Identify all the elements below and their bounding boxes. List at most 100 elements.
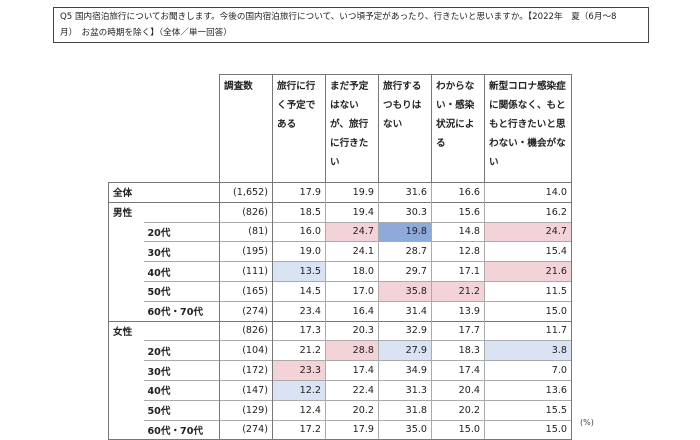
table-row: 20代 (81) 16.0 24.7 19.8 14.8 24.7	[108, 221, 572, 242]
value-cell: 11.7	[484, 320, 572, 341]
value-cell: 31.6	[378, 182, 432, 203]
indent-cell	[108, 241, 144, 262]
value-cell: 24.1	[325, 241, 379, 262]
sample-size-cell: (172)	[219, 360, 273, 381]
value-cell: 18.5	[272, 201, 326, 223]
value-cell: 17.2	[272, 419, 326, 440]
indent-cell	[108, 222, 144, 242]
indent-cell	[108, 261, 144, 282]
row-label: 男性	[108, 201, 220, 223]
value-cell: 20.3	[325, 320, 379, 341]
question-line-2: 月） お盆の時期を除く】（全体／単一回答）	[60, 28, 232, 38]
row-sublabel: 50代	[143, 399, 220, 421]
value-cell: 19.0	[272, 241, 326, 262]
row-sublabel: 30代	[143, 360, 220, 381]
header-col-4: わからない・感染状況による	[431, 74, 485, 183]
value-cell: 24.7	[325, 221, 379, 242]
indent-cell	[108, 420, 144, 440]
sample-size-cell: (147)	[219, 379, 273, 401]
value-cell: 20.2	[325, 399, 379, 421]
row-label: 全体	[108, 182, 220, 203]
value-cell: 14.8	[431, 221, 485, 242]
row-sublabel: 60代・70代	[143, 300, 220, 322]
header-blank	[109, 75, 220, 183]
value-cell: 12.2	[272, 379, 326, 401]
value-cell: 17.9	[325, 419, 379, 440]
value-cell: 31.3	[378, 379, 432, 401]
value-cell: 15.5	[484, 399, 572, 421]
value-cell: 19.4	[325, 201, 379, 223]
value-cell: 31.4	[378, 300, 432, 322]
sample-size-cell: (104)	[219, 340, 273, 361]
table-row: 20代 (104) 21.2 28.8 27.9 18.3 3.8	[108, 340, 572, 361]
value-cell: 22.4	[325, 379, 379, 401]
value-cell: 12.8	[431, 241, 485, 262]
value-cell: 18.0	[325, 261, 379, 282]
value-cell: 17.9	[272, 182, 326, 203]
table-row: 60代・70代 (274) 23.4 16.4 31.4 13.9 15.0	[108, 300, 572, 322]
header-row: 調査数 旅行に行く予定である まだ予定はないが、旅行に行きたい 旅行するつもりは…	[109, 74, 572, 183]
value-cell: 17.4	[431, 360, 485, 381]
indent-cell	[108, 360, 144, 381]
indent-cell	[108, 380, 144, 401]
question-box: Q5 国内宿泊旅行についてお聞きします。今後の国内宿泊旅行について、いつ頃予定が…	[53, 7, 649, 43]
value-cell: 28.8	[325, 340, 379, 361]
table-row: 男性 (826) 18.5 19.4 30.3 15.6 16.2	[108, 201, 572, 223]
value-cell: 18.3	[431, 340, 485, 361]
sample-size-cell: (129)	[219, 399, 273, 421]
value-cell: 17.1	[431, 261, 485, 282]
value-cell: 24.7	[484, 221, 572, 242]
row-sublabel: 50代	[143, 280, 220, 302]
value-cell: 32.9	[378, 320, 432, 341]
indent-cell	[108, 340, 144, 361]
value-cell: 17.4	[325, 360, 379, 381]
value-cell: 21.2	[431, 280, 485, 302]
table-row: 女性 (826) 17.3 20.3 32.9 17.7 11.7	[108, 320, 572, 341]
sample-size-cell: (274)	[219, 419, 273, 440]
value-cell: 16.0	[272, 221, 326, 242]
row-sublabel: 40代	[143, 261, 220, 282]
value-cell: 13.6	[484, 379, 572, 401]
table-row: 40代 (111) 13.5 18.0 29.7 17.1 21.6	[108, 261, 572, 282]
value-cell: 23.3	[272, 360, 326, 381]
table-row: 30代 (195) 19.0 24.1 28.7 12.8 15.4	[108, 241, 572, 262]
row-sublabel: 60代・70代	[143, 419, 220, 440]
header-sample-size: 調査数	[219, 74, 273, 183]
table-row: 30代 (172) 23.3 17.4 34.9 17.4 7.0	[108, 360, 572, 381]
value-cell: 21.6	[484, 261, 572, 282]
table-row: 60代・70代 (274) 17.2 17.9 35.0 15.0 15.0	[108, 419, 572, 440]
table-row: 40代 (147) 12.2 22.4 31.3 20.4 13.6	[108, 379, 572, 401]
value-cell: 15.4	[484, 241, 572, 262]
row-label: 女性	[108, 320, 220, 341]
value-cell: 7.0	[484, 360, 572, 381]
sample-size-cell: (195)	[219, 241, 273, 262]
value-cell: 15.0	[484, 300, 572, 322]
value-cell: 16.2	[484, 201, 572, 223]
value-cell: 17.0	[325, 280, 379, 302]
value-cell: 28.7	[378, 241, 432, 262]
header-col-3: 旅行するつもりはない	[378, 74, 432, 183]
value-cell: 14.5	[272, 280, 326, 302]
value-cell: 15.6	[431, 201, 485, 223]
sample-size-cell: (1,652)	[219, 182, 273, 203]
value-cell: 16.4	[325, 300, 379, 322]
value-cell: 27.9	[378, 340, 432, 361]
value-cell: 16.6	[431, 182, 485, 203]
value-cell: 19.9	[325, 182, 379, 203]
value-cell: 35.8	[378, 280, 432, 302]
value-cell: 35.0	[378, 419, 432, 440]
value-cell: 20.4	[431, 379, 485, 401]
sample-size-cell: (111)	[219, 261, 273, 282]
row-sublabel: 30代	[143, 241, 220, 262]
value-cell: 13.5	[272, 261, 326, 282]
survey-table: 調査数 旅行に行く予定である まだ予定はないが、旅行に行きたい 旅行するつもりは…	[108, 74, 572, 440]
value-cell: 12.4	[272, 399, 326, 421]
indent-cell	[108, 400, 144, 421]
value-cell: 11.5	[484, 280, 572, 302]
table-body: 全体 (1,652) 17.9 19.9 31.6 16.6 14.0 男性 (…	[108, 182, 572, 440]
sample-size-cell: (165)	[219, 280, 273, 302]
value-cell: 23.4	[272, 300, 326, 322]
value-cell: 17.3	[272, 320, 326, 341]
value-cell: 19.8	[378, 221, 432, 242]
question-line-1: Q5 国内宿泊旅行についてお聞きします。今後の国内宿泊旅行について、いつ頃予定が…	[60, 12, 617, 22]
